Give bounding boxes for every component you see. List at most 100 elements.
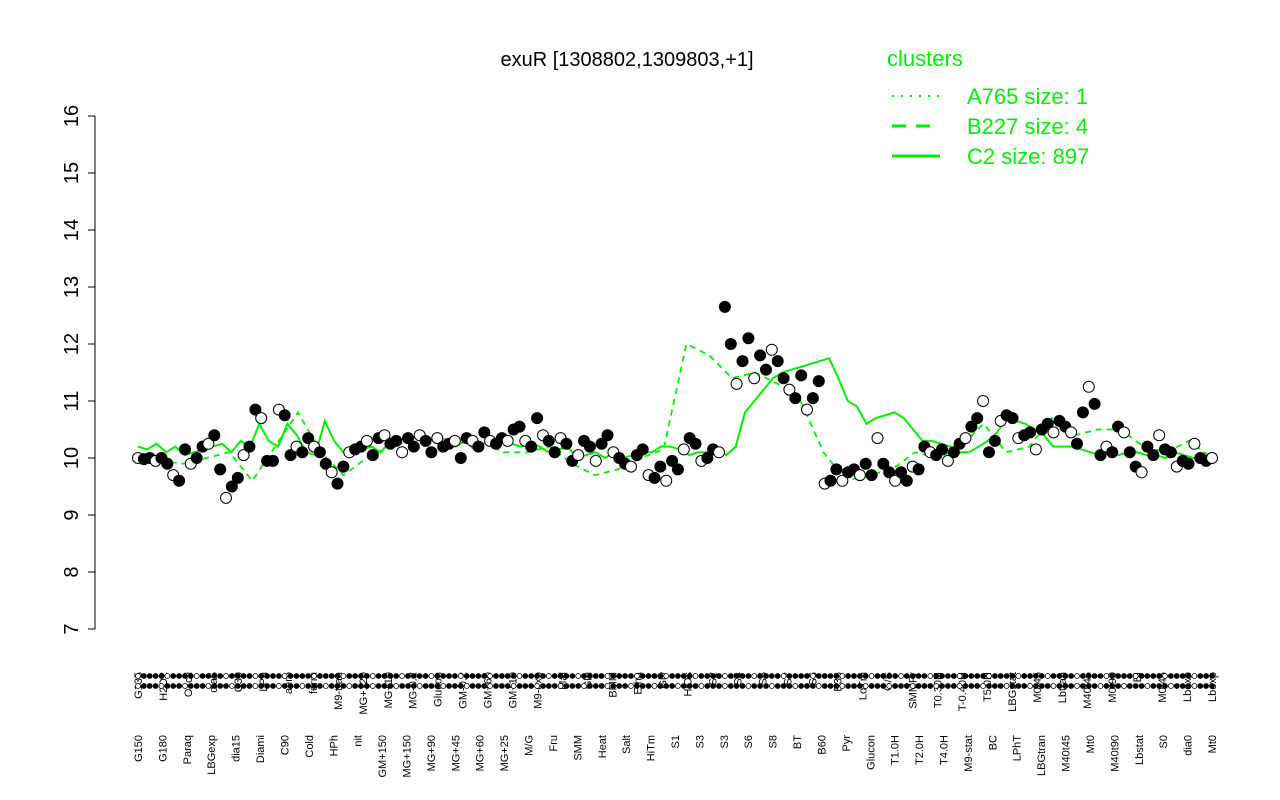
data-point bbox=[936, 443, 948, 456]
data-point bbox=[1188, 437, 1201, 450]
x-marker bbox=[692, 683, 699, 689]
data-point bbox=[1024, 426, 1037, 439]
x-marker bbox=[792, 673, 799, 679]
x-marker bbox=[768, 673, 775, 679]
x-marker bbox=[927, 673, 934, 679]
data-point bbox=[1082, 380, 1095, 393]
data-points bbox=[132, 300, 1218, 504]
x-tick-label: MG+120 bbox=[358, 672, 370, 715]
x-marker bbox=[1191, 683, 1198, 689]
x-marker bbox=[739, 683, 746, 689]
x-tick-label: HiTm bbox=[646, 735, 658, 761]
x-marker bbox=[698, 683, 705, 689]
data-point bbox=[284, 449, 297, 462]
x-marker bbox=[909, 673, 916, 679]
data-point bbox=[267, 454, 279, 467]
y-tick-label: 11 bbox=[61, 391, 83, 412]
x-marker bbox=[1033, 673, 1039, 679]
x-marker bbox=[316, 673, 323, 679]
data-point bbox=[677, 443, 690, 456]
x-marker bbox=[205, 683, 212, 689]
x-marker bbox=[176, 683, 183, 689]
x-marker bbox=[903, 673, 910, 679]
data-point bbox=[853, 469, 866, 482]
x-marker bbox=[739, 673, 746, 679]
data-point bbox=[1147, 449, 1160, 462]
data-point bbox=[959, 432, 972, 445]
data-point bbox=[1076, 406, 1089, 419]
x-marker bbox=[1056, 683, 1063, 689]
x-marker bbox=[270, 683, 276, 689]
x-tick-label: Glucon bbox=[433, 672, 445, 707]
x-marker bbox=[939, 673, 945, 679]
data-point bbox=[865, 469, 878, 482]
data-point bbox=[214, 463, 227, 476]
x-marker bbox=[1150, 683, 1157, 689]
data-point bbox=[795, 369, 808, 382]
data-point bbox=[419, 434, 432, 447]
data-point bbox=[431, 432, 444, 445]
x-marker bbox=[422, 683, 429, 689]
x-marker bbox=[1097, 683, 1104, 689]
x-marker bbox=[1191, 673, 1198, 679]
x-marker bbox=[862, 683, 869, 689]
y-tick-label: 9 bbox=[61, 509, 83, 520]
data-point bbox=[1094, 449, 1107, 462]
data-point bbox=[378, 429, 391, 442]
x-marker bbox=[992, 683, 998, 689]
x-marker bbox=[164, 683, 171, 689]
x-marker bbox=[446, 673, 452, 679]
x-marker bbox=[1197, 673, 1204, 679]
x-marker bbox=[927, 683, 934, 689]
x-marker bbox=[751, 683, 758, 689]
x-marker bbox=[311, 673, 318, 679]
x-marker bbox=[798, 673, 805, 679]
x-marker bbox=[1009, 683, 1016, 689]
x-marker bbox=[399, 673, 406, 679]
data-point bbox=[583, 440, 596, 453]
x-marker bbox=[727, 683, 734, 689]
x-marker bbox=[199, 673, 206, 679]
x-marker bbox=[645, 683, 652, 689]
x-tick-label: dia15 bbox=[231, 735, 243, 762]
x-marker bbox=[686, 683, 693, 689]
data-point bbox=[1047, 426, 1060, 439]
x-marker bbox=[733, 683, 740, 689]
x-marker bbox=[457, 673, 464, 679]
x-marker bbox=[340, 673, 347, 679]
data-point bbox=[801, 403, 813, 416]
x-marker bbox=[410, 673, 417, 679]
data-point bbox=[302, 432, 315, 445]
x-marker bbox=[475, 683, 482, 689]
x-marker bbox=[892, 683, 898, 689]
x-marker bbox=[217, 683, 224, 689]
data-point bbox=[501, 434, 514, 447]
x-tick-label: M40t45 bbox=[1061, 735, 1073, 772]
data-point bbox=[660, 474, 673, 487]
data-point bbox=[636, 443, 649, 456]
data-point bbox=[1041, 417, 1054, 430]
chart-title: exuR [1308802,1309803,+1] bbox=[501, 49, 754, 71]
x-marker bbox=[340, 683, 347, 689]
x-marker bbox=[1021, 673, 1028, 679]
data-point bbox=[941, 454, 954, 467]
x-marker bbox=[1203, 683, 1209, 689]
x-marker bbox=[287, 673, 294, 679]
x-marker bbox=[1179, 683, 1186, 689]
x-marker bbox=[921, 683, 928, 689]
x-marker bbox=[493, 683, 499, 689]
data-point bbox=[947, 446, 960, 459]
x-marker bbox=[1074, 673, 1080, 679]
data-point bbox=[977, 395, 990, 407]
data-point bbox=[1182, 457, 1195, 470]
x-tick-label: C90 bbox=[280, 735, 292, 755]
x-marker bbox=[1003, 673, 1010, 679]
x-marker bbox=[1115, 673, 1121, 679]
x-marker bbox=[563, 673, 570, 679]
x-marker bbox=[634, 683, 640, 689]
x-marker bbox=[305, 673, 312, 679]
x-marker bbox=[780, 683, 787, 689]
x-marker bbox=[692, 673, 699, 679]
data-point bbox=[173, 474, 186, 487]
x-marker bbox=[1080, 673, 1086, 679]
